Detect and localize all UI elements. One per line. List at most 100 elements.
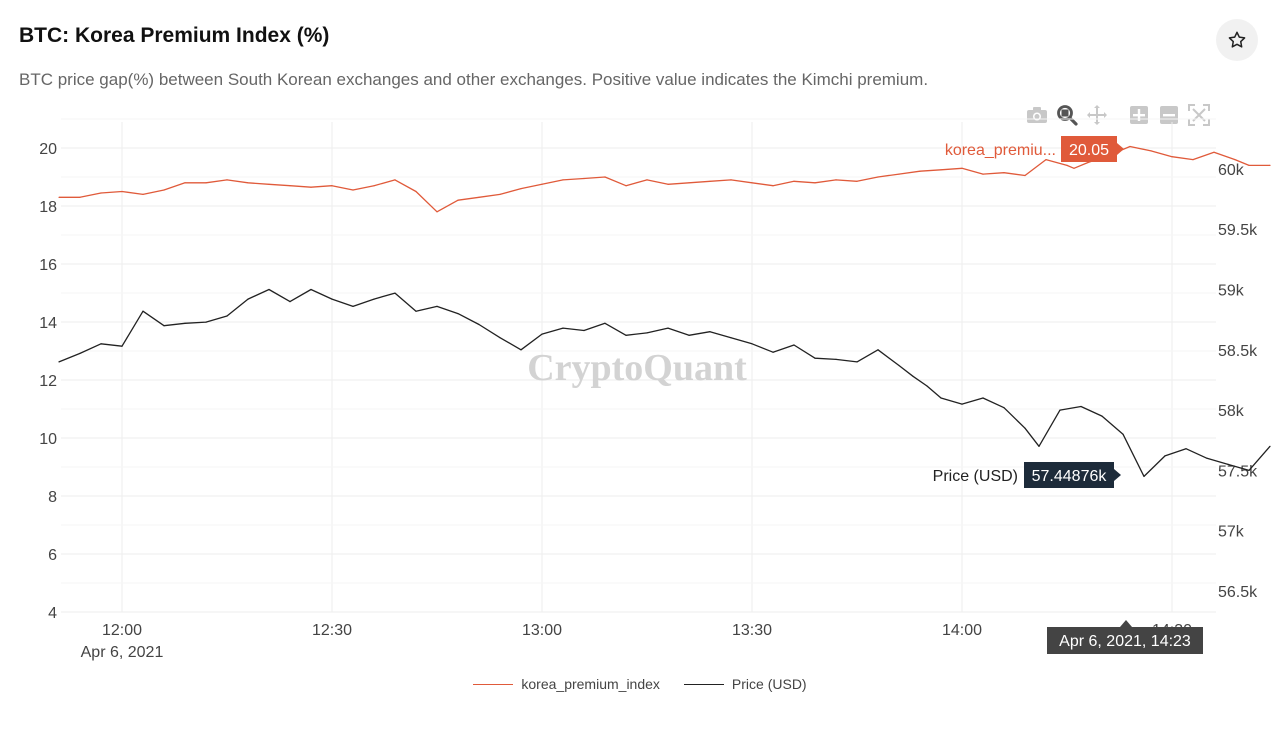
- premium-point: [961, 167, 963, 169]
- x-hover-label: Apr 6, 2021, 14:23: [1047, 620, 1203, 654]
- legend-item-korea-premium-index[interactable]: korea_premium_index: [473, 676, 660, 692]
- price-point: [562, 327, 564, 329]
- premium-hover-box: [1061, 136, 1117, 162]
- price-point: [1227, 463, 1229, 465]
- premium-point: [583, 177, 585, 180]
- premium-point: [814, 182, 816, 184]
- premium-point: [835, 179, 837, 181]
- price-point: [394, 292, 396, 294]
- price-point: [961, 403, 963, 405]
- premium-hover-pointer: [1117, 143, 1124, 155]
- premium-point: [1248, 164, 1250, 166]
- price-point: [142, 310, 144, 312]
- y-left-tick-label: 14: [39, 315, 57, 332]
- premium-point: [331, 185, 333, 187]
- premium-point: [289, 185, 291, 187]
- price-point: [793, 344, 795, 346]
- y-right-tick-label: 58.5k: [1218, 343, 1258, 360]
- price-point: [814, 357, 816, 359]
- price-point: [226, 315, 228, 317]
- price-point: [1080, 405, 1082, 408]
- price-point: [100, 343, 102, 345]
- y-left-tick-label: 18: [39, 199, 57, 216]
- premium-point: [184, 182, 186, 184]
- premium-point: [688, 182, 690, 184]
- price-point: [205, 321, 207, 323]
- price-point: [1024, 427, 1026, 429]
- price-point: [898, 364, 900, 367]
- premium-point: [436, 211, 438, 213]
- favorite-button[interactable]: [1216, 19, 1258, 61]
- y-right-tick-label: 59.5k: [1218, 222, 1258, 239]
- premium-hover-series-name: korea_premiu...: [945, 142, 1056, 159]
- y-right-tick-label: 56.5k: [1218, 584, 1258, 601]
- price-point: [940, 397, 942, 399]
- legend-swatch-price: [683, 683, 724, 685]
- premium-point: [1234, 159, 1236, 161]
- price-point: [1143, 475, 1145, 477]
- premium-point: [1003, 172, 1005, 174]
- premium-point: [751, 182, 753, 184]
- legend-label-price: Price (USD): [731, 676, 807, 692]
- premium-point: [58, 196, 60, 198]
- price-point: [310, 288, 312, 291]
- premium-point: [142, 193, 144, 195]
- price-point: [709, 331, 711, 333]
- y-right-tick-label: 57k: [1218, 524, 1245, 541]
- price-hover-label: Price (USD) 57.44876k: [933, 462, 1121, 488]
- price-point: [163, 325, 165, 327]
- series-line-price-usd[interactable]: [58, 288, 1271, 478]
- pan-button[interactable]: [1084, 102, 1110, 128]
- x-tick-label: 13:00: [522, 622, 562, 639]
- premium-point: [1269, 164, 1271, 166]
- y-right-tick-label: 58k: [1218, 403, 1245, 420]
- price-point: [877, 349, 879, 351]
- price-point: [520, 349, 522, 351]
- premium-point: [919, 170, 921, 172]
- premium-point: [1213, 151, 1215, 153]
- premium-point: [163, 189, 165, 191]
- price-point: [499, 337, 501, 339]
- price-point: [373, 298, 375, 300]
- premium-point: [1073, 167, 1075, 169]
- premium-point: [100, 192, 102, 194]
- pan-icon: [1087, 105, 1107, 125]
- x-hover-value: Apr 6, 2021, 14:23: [1059, 633, 1191, 650]
- premium-point: [352, 189, 354, 191]
- series-line-korea-premium-index[interactable]: [59, 145, 1270, 213]
- price-point: [583, 329, 585, 332]
- price-hover-series-name: Price (USD): [933, 468, 1018, 485]
- premium-point: [1024, 174, 1026, 177]
- price-point: [58, 361, 60, 363]
- premium-point: [79, 196, 81, 198]
- price-hover-value: 57.44876k: [1032, 468, 1108, 485]
- premium-point: [1150, 150, 1152, 152]
- premium-hover-value: 20.05: [1069, 142, 1109, 159]
- y-left-tick-label: 16: [39, 257, 57, 274]
- y-left-tick-label: 8: [48, 489, 57, 506]
- price-point: [667, 327, 669, 329]
- price-hover-box: [1024, 462, 1114, 488]
- price-point: [352, 305, 354, 307]
- legend-item-price-usd[interactable]: Price (USD): [683, 676, 807, 692]
- price-point: [1269, 445, 1271, 447]
- premium-point: [667, 183, 669, 185]
- camera-icon: [1027, 107, 1047, 123]
- premium-point: [562, 179, 564, 181]
- x-tick-label: 12:00: [102, 622, 142, 639]
- x-hover-box: [1047, 627, 1203, 654]
- premium-point: [772, 185, 774, 187]
- price-point: [772, 351, 774, 353]
- price-point: [1122, 433, 1124, 435]
- price-point: [247, 298, 249, 300]
- price-point: [1248, 469, 1250, 471]
- price-point: [184, 322, 186, 324]
- download-png-button[interactable]: [1024, 102, 1050, 128]
- premium-point: [268, 183, 270, 185]
- chart-legend: korea_premium_index Price (USD): [0, 676, 1280, 692]
- premium-point: [205, 182, 207, 184]
- premium-point: [625, 185, 627, 187]
- price-point: [835, 358, 837, 360]
- premium-point: [226, 179, 228, 181]
